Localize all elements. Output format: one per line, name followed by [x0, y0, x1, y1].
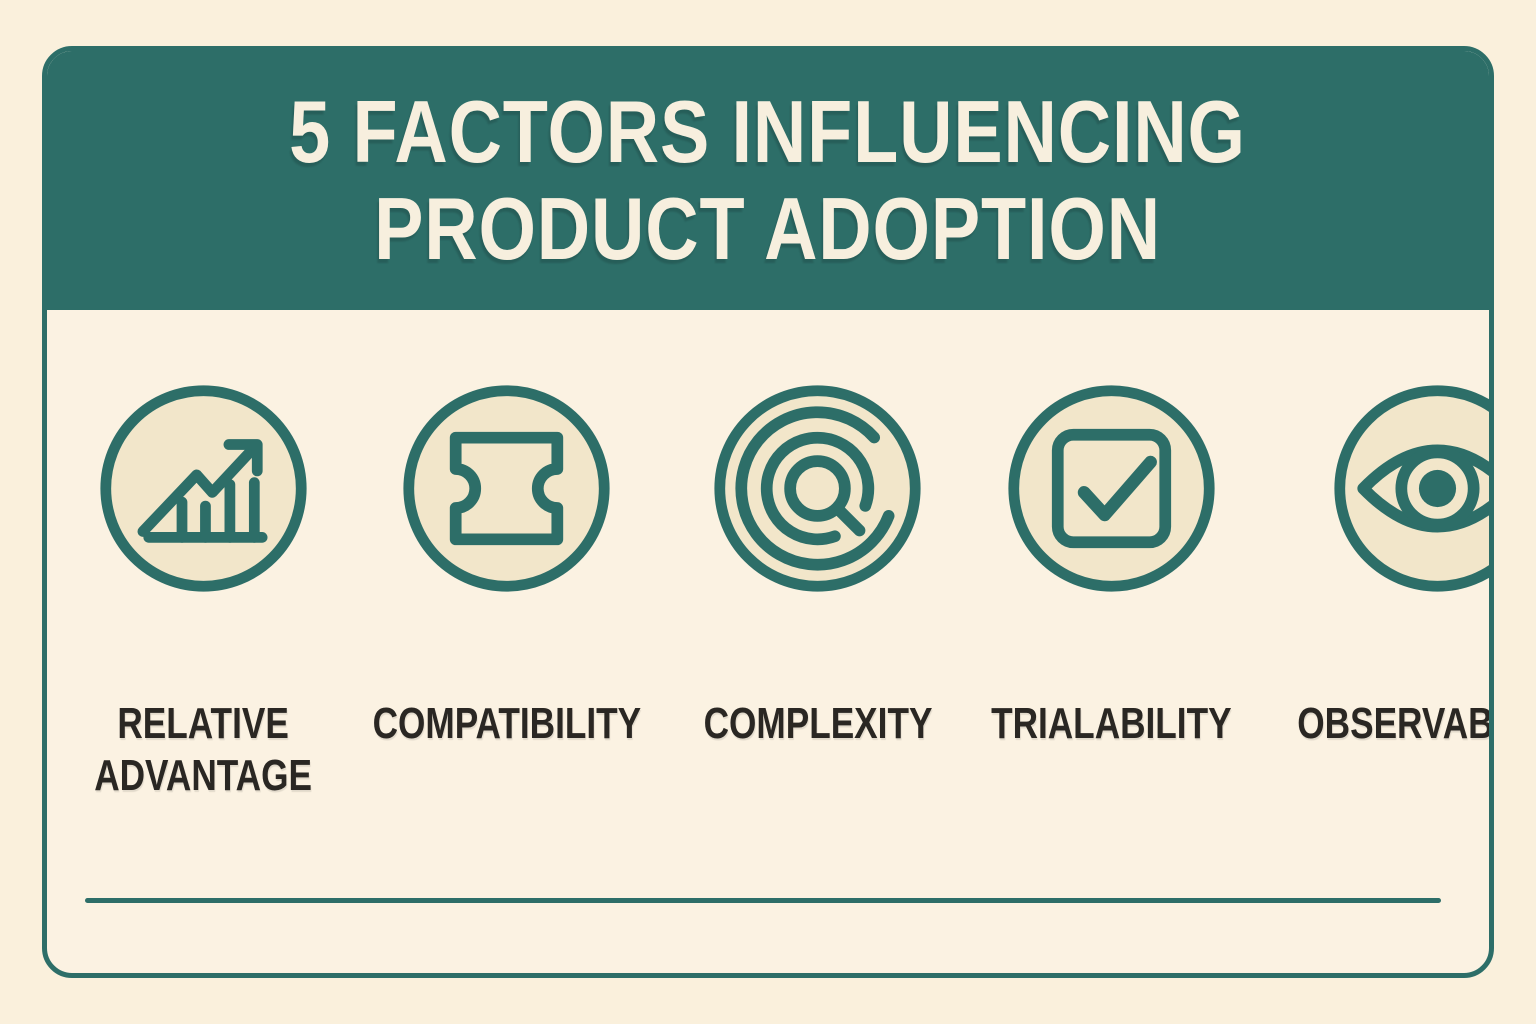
growth-chart-icon [99, 385, 307, 592]
factor-compatibility: COMPATIBILITY [339, 381, 675, 802]
checkbox-icon [1008, 385, 1215, 592]
page-title: 5 FACTORS INFLUENCING PRODUCT ADOPTION [289, 81, 1247, 278]
maze-magnifier-icon [714, 385, 921, 592]
factor-trialability: TRIALABILITY [961, 381, 1262, 802]
factor-label-relative-advantage: RELATIVE ADVANTAGE [94, 699, 312, 800]
content-area: RELATIVE ADVANTAGE COMPATIBILITY [47, 310, 1489, 973]
header-band: 5 FACTORS INFLUENCING PRODUCT ADOPTION [47, 51, 1489, 310]
factors-row: RELATIVE ADVANTAGE COMPATIBILITY [47, 310, 1489, 802]
puzzle-piece-icon [403, 385, 611, 592]
factor-label-observability: OBSERVABILITY [1296, 699, 1494, 748]
factor-label-compatibility: COMPATIBILITY [372, 699, 642, 748]
factor-label-complexity: COMPLEXITY [703, 699, 933, 748]
factor-label-trialability: TRIALABILITY [990, 699, 1232, 748]
eye-icon [1334, 385, 1489, 592]
factor-complexity: COMPLEXITY [675, 381, 961, 802]
factor-relative-advantage: RELATIVE ADVANTAGE [67, 381, 339, 802]
infographic-card: 5 FACTORS INFLUENCING PRODUCT ADOPTION [42, 46, 1494, 978]
factor-observability: OBSERVABILITY [1262, 381, 1494, 802]
footer-divider-line [85, 898, 1441, 903]
